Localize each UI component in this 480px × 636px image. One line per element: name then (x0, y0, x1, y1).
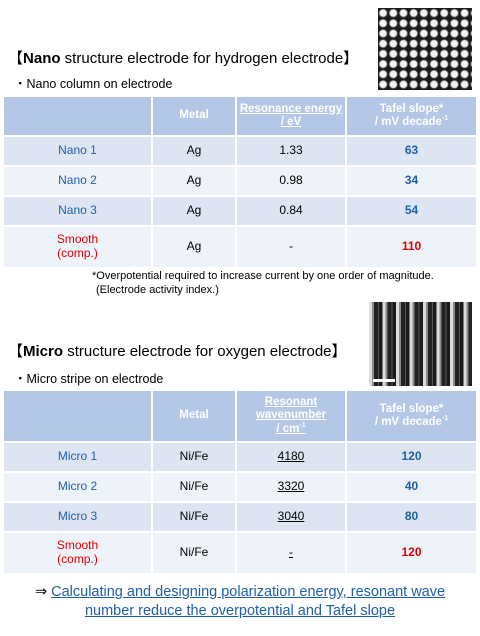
resonance-cell: 0.98 (237, 167, 345, 195)
arrow-icon: ⇒ (34, 584, 52, 600)
sample-name: Nano 3 (4, 197, 151, 225)
tafel-cell: 34 (347, 167, 476, 195)
table-row: Micro 2 Ni/Fe 3320 40 (4, 473, 476, 501)
nano-header-resonance: Resonance energy / eV (237, 97, 345, 135)
resonance-cell: - (237, 227, 345, 267)
table-row: Nano 3 Ag 0.84 54 (4, 197, 476, 225)
tafel-cell: 40 (347, 473, 476, 501)
sample-name: Micro 1 (4, 443, 151, 471)
tafel-cell: 110 (347, 227, 476, 267)
sample-name: Micro 2 (4, 473, 151, 501)
micro-bullet: ・Micro stripe on electrode (14, 372, 164, 386)
nano-header-row: Metal Resonance energy / eV Tafel slope*… (4, 97, 476, 135)
nano-column-sem-image (378, 8, 472, 90)
table-row: Nano 1 Ag 1.33 63 (4, 137, 476, 165)
metal-cell: Ag (153, 167, 235, 195)
metal-cell: Ag (153, 137, 235, 165)
scale-bar (373, 379, 395, 382)
tafel-cell: 63 (347, 137, 476, 165)
micro-header-tafel: Tafel slope* / mV decade-1 (347, 391, 476, 441)
sample-name: Nano 2 (4, 167, 151, 195)
wavenumber-cell: 4180 (237, 443, 345, 471)
micro-header-row: Metal Resonant wavenumber / cm-1 Tafel slo… (4, 391, 476, 441)
nano-header-tafel: Tafel slope* / mV decade-1 (347, 97, 476, 135)
sample-name: Smooth (comp.) (4, 533, 151, 573)
table-row: Smooth (comp.) Ni/Fe - 120 (4, 533, 476, 573)
tafel-cell: 80 (347, 503, 476, 531)
nano-header-metal: Metal (153, 97, 235, 135)
nano-table: Metal Resonance energy / eV Tafel slope*… (2, 95, 478, 269)
table-row: Micro 3 Ni/Fe 3040 80 (4, 503, 476, 531)
micro-header-metal: Metal (153, 391, 235, 441)
sample-name: Nano 1 (4, 137, 151, 165)
tafel-cell: 54 (347, 197, 476, 225)
tafel-cell: 120 (347, 533, 476, 573)
metal-cell: Ni/Fe (153, 473, 235, 501)
sample-name: Smooth (comp.) (4, 227, 151, 267)
table-row: Micro 1 Ni/Fe 4180 120 (4, 443, 476, 471)
conclusion: ⇒ Calculating and designing polarization… (20, 583, 460, 621)
micro-title-bold: Micro (23, 343, 64, 360)
footnote: *Overpotential required to increase curr… (92, 270, 434, 297)
resonance-cell: 1.33 (237, 137, 345, 165)
nano-header-blank (4, 97, 151, 135)
resonance-cell: 0.84 (237, 197, 345, 225)
micro-section-title: 【Micro structure electrode for oxygen el… (8, 343, 347, 360)
tafel-cell: 120 (347, 443, 476, 471)
metal-cell: Ni/Fe (153, 503, 235, 531)
metal-cell: Ni/Fe (153, 443, 235, 471)
micro-header-wavenumber: Resonant wavenumber / cm-1 (237, 391, 345, 441)
nano-bullet: ・Nano column on electrode (14, 77, 173, 91)
nano-section-title: 【Nano structure electrode for hydrogen e… (8, 50, 359, 67)
metal-cell: Ag (153, 227, 235, 267)
metal-cell: Ag (153, 197, 235, 225)
micro-table: Metal Resonant wavenumber / cm-1 Tafel slo… (2, 389, 478, 575)
nano-title-bold: Nano (23, 50, 61, 67)
table-row: Smooth (comp.) Ag - 110 (4, 227, 476, 267)
micro-header-blank (4, 391, 151, 441)
wavenumber-cell: 3320 (237, 473, 345, 501)
micro-stripe-sem-image (369, 302, 472, 386)
wavenumber-cell: - (237, 533, 345, 573)
conclusion-link[interactable]: Calculating and designing polarization e… (51, 584, 446, 619)
metal-cell: Ni/Fe (153, 533, 235, 573)
table-row: Nano 2 Ag 0.98 34 (4, 167, 476, 195)
sample-name: Micro 3 (4, 503, 151, 531)
wavenumber-cell: 3040 (237, 503, 345, 531)
